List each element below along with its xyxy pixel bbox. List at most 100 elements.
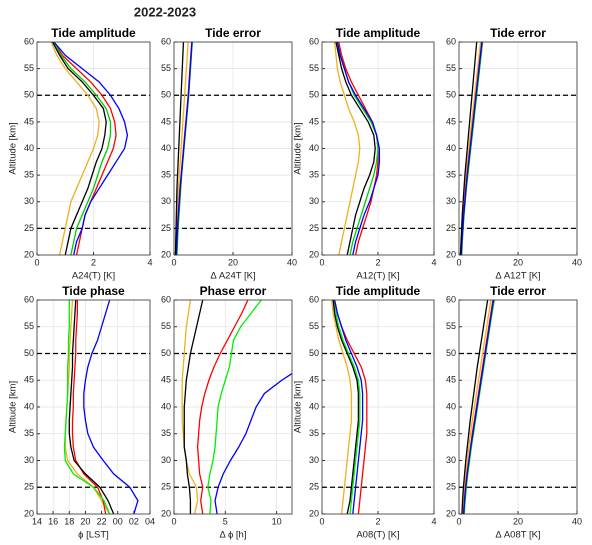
- profile-line: [68, 300, 115, 514]
- y-tick-label: 20: [24, 508, 34, 518]
- panel: 20 25 30 35 40 45 50 55 60 14 16 18 20 22 00 02 04 Tide p…: [8, 284, 155, 540]
- profile-line: [53, 42, 129, 255]
- y-tick-label: 55: [24, 63, 34, 73]
- y-tick-label: 25: [161, 482, 171, 492]
- y-tick-label: 20: [446, 508, 456, 518]
- y-tick-label: 40: [24, 401, 34, 411]
- plot-frame: [458, 41, 578, 256]
- x-axis-label: ϕ [LST]: [78, 530, 109, 541]
- y-tick-label: 35: [161, 170, 171, 180]
- y-tick-label: 60: [309, 36, 319, 46]
- plot-frame: [173, 41, 293, 256]
- profile-line: [50, 42, 100, 255]
- y-tick-label: 30: [309, 196, 319, 206]
- profile-line: [51, 42, 107, 255]
- y-tick-label: 50: [309, 90, 319, 100]
- y-tick-label: 60: [24, 36, 34, 46]
- profile-line: [181, 300, 199, 514]
- y-tick-label: 30: [161, 196, 171, 206]
- y-tick-label: 30: [24, 196, 34, 206]
- y-tick-label: 55: [161, 63, 171, 73]
- y-tick-label: 60: [161, 294, 171, 304]
- y-tick-label: 45: [24, 375, 34, 385]
- y-tick-label: 35: [446, 428, 456, 438]
- profile-line: [331, 300, 353, 514]
- y-tick-label: 35: [309, 428, 319, 438]
- y-tick-label: 60: [446, 36, 456, 46]
- profile-line: [71, 300, 107, 514]
- profile-line: [333, 300, 364, 514]
- profile-line: [83, 300, 139, 514]
- x-tick-label: 18: [64, 516, 74, 526]
- lines: [63, 300, 139, 514]
- x-tick-label: 0: [319, 257, 324, 267]
- profile-line: [332, 300, 361, 514]
- x-tick-label: 2: [375, 516, 380, 526]
- y-tick-label: 20: [161, 249, 171, 259]
- x-tick-label: 02: [129, 516, 139, 526]
- profile-line: [333, 42, 361, 255]
- y-axis-label: Altitude [km]: [293, 122, 304, 174]
- profile-line: [333, 300, 368, 514]
- x-tick-label: 2: [91, 257, 96, 267]
- y-tick-label: 25: [24, 223, 34, 233]
- plot-frame: [458, 299, 578, 515]
- panel: 20 25 30 35 40 45 50 55 60 0 2 4 Tide amplitude A08(T…: [293, 284, 437, 540]
- y-tick-label: 25: [446, 223, 456, 233]
- panel-title: Tide error: [205, 26, 261, 40]
- x-tick-label: 40: [287, 257, 297, 267]
- y-tick-label: 50: [446, 90, 456, 100]
- y-tick-label: 40: [24, 143, 34, 153]
- y-tick-label: 50: [24, 348, 34, 358]
- y-tick-label: 55: [309, 63, 319, 73]
- profile-line: [461, 300, 492, 514]
- plot-frame: [321, 299, 435, 515]
- y-tick-label: 60: [309, 294, 319, 304]
- y-tick-label: 30: [446, 455, 456, 465]
- y-tick-label: 40: [446, 143, 456, 153]
- y-axis-label: Altitude [km]: [293, 381, 304, 433]
- x-axis-label: Δ A08T [K]: [495, 530, 540, 541]
- profile-line: [332, 300, 360, 514]
- y-tick-label: 35: [161, 428, 171, 438]
- y-tick-label: 45: [446, 116, 456, 126]
- y-tick-label: 20: [309, 508, 319, 518]
- profile-line: [460, 42, 483, 255]
- lines: [459, 42, 484, 255]
- y-tick-label: 40: [161, 401, 171, 411]
- y-tick-label: 20: [161, 508, 171, 518]
- y-tick-label: 30: [309, 455, 319, 465]
- panel-title: Tide amplitude: [51, 26, 136, 40]
- profile-line: [463, 300, 495, 514]
- x-tick-label: 20: [513, 516, 523, 526]
- y-tick-label: 50: [24, 90, 34, 100]
- x-tick-label: 20: [80, 516, 90, 526]
- y-tick-label: 40: [309, 401, 319, 411]
- x-tick-label: 4: [431, 516, 436, 526]
- panel: 20 25 30 35 40 45 50 55 60 0 2 4 Tide amplitude A24(T…: [8, 26, 153, 281]
- x-axis-label: Δ ϕ [h]: [220, 530, 247, 541]
- profile-line: [175, 42, 193, 255]
- x-tick-label: 10: [272, 516, 282, 526]
- y-tick-label: 20: [446, 249, 456, 259]
- y-tick-label: 60: [161, 36, 171, 46]
- lines: [461, 300, 496, 514]
- x-tick-label: 0: [171, 257, 176, 267]
- y-tick-label: 50: [446, 348, 456, 358]
- y-tick-label: 30: [446, 196, 456, 206]
- x-tick-label: 0: [171, 516, 176, 526]
- plot-frame: [173, 299, 293, 515]
- x-tick-label: 0: [456, 257, 461, 267]
- y-tick-label: 35: [24, 428, 34, 438]
- x-tick-label: 20: [513, 257, 523, 267]
- lines: [181, 300, 292, 514]
- profile-line: [207, 300, 262, 514]
- profile-line: [336, 42, 381, 255]
- y-tick-label: 40: [446, 401, 456, 411]
- x-axis-label: Δ A12T [K]: [495, 271, 540, 282]
- panel-title: Tide phase: [62, 284, 125, 298]
- x-axis-label: A08(T) [K]: [356, 530, 399, 541]
